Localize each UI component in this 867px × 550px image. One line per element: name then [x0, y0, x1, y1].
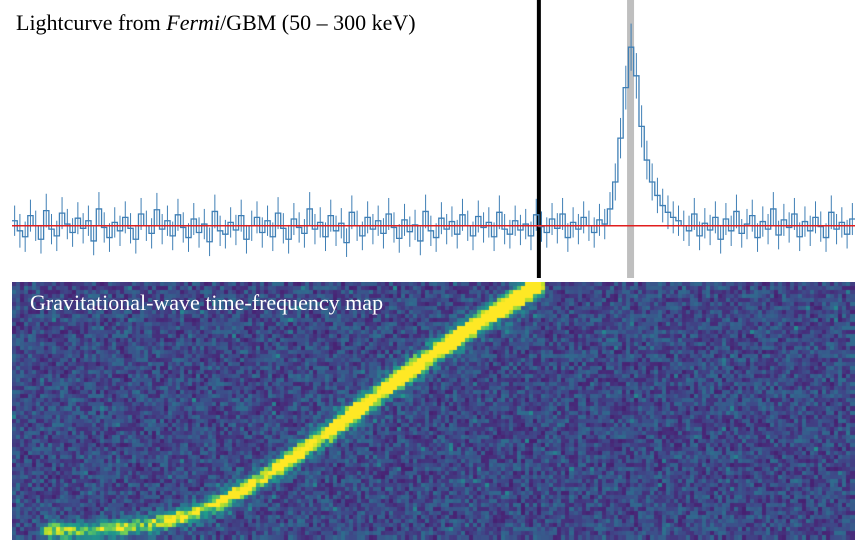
lightcurve-panel: Lightcurve from Fermi/GBM (50 – 300 keV) [0, 0, 867, 280]
lightcurve-title-italic: Fermi [166, 10, 220, 35]
spectrogram-panel: Gravitational-wave time-frequency map [12, 282, 855, 540]
lightcurve-svg [0, 0, 855, 278]
figure-container: Lightcurve from Fermi/GBM (50 – 300 keV)… [0, 0, 867, 550]
lightcurve-title: Lightcurve from Fermi/GBM (50 – 300 keV) [16, 10, 416, 36]
lightcurve-title-post: /GBM (50 – 300 keV) [220, 10, 416, 35]
lightcurve-title-pre: Lightcurve from [16, 10, 166, 35]
spectrogram-canvas [12, 282, 855, 540]
spectrogram-title: Gravitational-wave time-frequency map [30, 290, 383, 316]
